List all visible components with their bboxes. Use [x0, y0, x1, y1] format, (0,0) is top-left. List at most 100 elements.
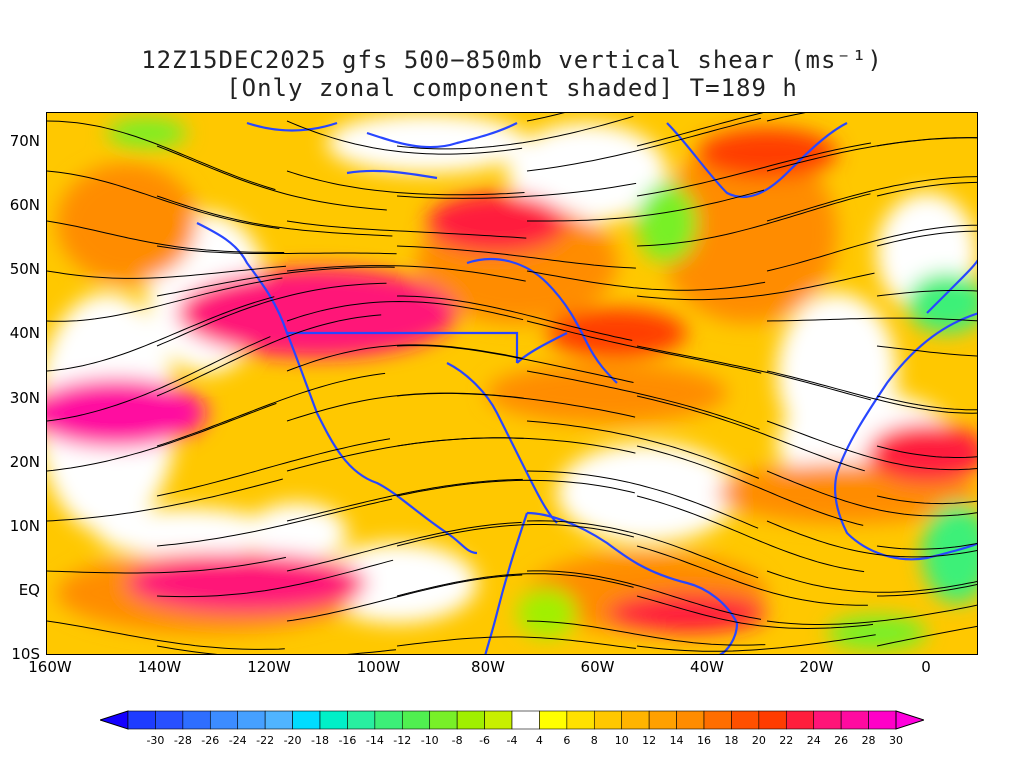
colorbar-label: 12	[642, 734, 657, 747]
streamline	[527, 189, 765, 222]
y-tick-label: 30N	[9, 388, 40, 407]
colorbar-swatch	[456, 710, 485, 730]
colorbar-label: 26	[834, 734, 849, 747]
streamline	[286, 521, 522, 572]
streamline	[876, 495, 977, 505]
streamline	[396, 573, 634, 597]
x-tick-label: 60W	[580, 658, 615, 676]
x-tick-label: 40W	[690, 658, 724, 676]
streamline	[876, 290, 977, 297]
colorbar-label: -6	[479, 734, 491, 747]
colorbar-label: 6	[563, 734, 571, 747]
x-tick-label: 100W	[356, 658, 401, 676]
streamline	[156, 559, 394, 598]
streamline	[156, 314, 382, 397]
colorbar-label: 4	[535, 734, 543, 747]
colorbar-swatch	[401, 710, 431, 730]
streamline	[286, 437, 524, 472]
x-tick-label: 0	[921, 658, 931, 676]
x-tick-label: 160W	[28, 658, 72, 676]
y-tick-label: 50N	[9, 260, 40, 279]
streamline	[47, 556, 286, 574]
colorbar-swatch	[347, 710, 376, 730]
colorbar-swatch	[648, 710, 677, 730]
colorbar-swatch	[484, 710, 513, 730]
streamline	[876, 230, 977, 247]
streamline	[156, 645, 397, 654]
streamline	[47, 220, 285, 253]
streamline	[876, 543, 977, 550]
colorbar-swatch	[319, 710, 348, 730]
streamline	[766, 137, 977, 172]
streamline	[156, 145, 387, 211]
colorbar-swatch	[785, 710, 815, 730]
streamline	[766, 420, 977, 471]
colorbar-swatch	[429, 710, 458, 730]
coastlines	[196, 121, 977, 654]
colorbar-swatch	[868, 710, 897, 730]
streamline	[766, 470, 977, 517]
colorbar-label: 18	[724, 734, 739, 747]
streamline	[526, 520, 759, 579]
streamlines	[47, 113, 977, 654]
streamline	[636, 445, 864, 526]
colorbar-swatch	[209, 710, 239, 730]
colorbar-label: 22	[779, 734, 794, 747]
streamline	[526, 620, 766, 646]
colorbar-label: -14	[365, 734, 384, 747]
y-tick-label: 20N	[9, 452, 40, 471]
colorbar-label: -8	[451, 734, 463, 747]
streamline	[286, 170, 525, 196]
streamline	[396, 344, 634, 383]
streamline	[526, 270, 766, 291]
streamline	[876, 345, 977, 357]
streamline	[636, 113, 764, 147]
colorbar-swatch	[703, 710, 732, 730]
colorbar-swatch	[511, 710, 540, 730]
colorbar-swatch	[155, 710, 184, 730]
streamline	[286, 392, 524, 422]
colorbar-swatch	[264, 710, 293, 730]
colorbar-label: -16	[338, 734, 357, 747]
streamline	[526, 420, 759, 479]
streamline	[156, 372, 386, 447]
streamline	[526, 370, 760, 430]
streamline	[156, 498, 393, 547]
streamline	[766, 520, 977, 558]
streamline	[636, 595, 874, 630]
colorbar-swatch	[182, 710, 211, 730]
y-tick-label: 60N	[9, 196, 40, 215]
streamline	[47, 336, 271, 422]
colorbar-swatch	[566, 710, 595, 730]
streamline	[877, 584, 977, 597]
y-tick-label: 10S	[11, 645, 40, 663]
streamline	[286, 300, 524, 322]
streamline	[876, 181, 977, 197]
streamline	[766, 176, 977, 222]
streamline	[286, 265, 526, 282]
y-tick-label: 40N	[9, 324, 40, 343]
y-tick-label: EQ	[18, 580, 40, 599]
colorbar-min-arrow	[100, 710, 129, 730]
streamline	[766, 570, 977, 593]
colorbar-label: -22	[256, 734, 275, 747]
streamline	[156, 266, 395, 297]
streamline	[47, 277, 283, 322]
streamline	[636, 142, 872, 197]
streamline	[526, 320, 762, 374]
colorbar-label: 20	[751, 734, 766, 747]
streamline	[286, 120, 523, 155]
colorbar-label: -18	[311, 734, 329, 747]
streamline	[286, 344, 523, 372]
streamline	[876, 445, 977, 458]
colorbar-swatch	[237, 710, 266, 730]
colorbar-swatch	[731, 710, 760, 730]
colorbar-max-arrow	[895, 710, 924, 730]
y-tick-label: 70N	[9, 132, 40, 150]
streamline	[766, 370, 977, 414]
streamline	[526, 470, 759, 529]
colorbar-label: -12	[393, 734, 412, 747]
streamline	[636, 545, 868, 606]
colorbar-swatch	[292, 710, 321, 730]
colorbar-label: -26	[201, 734, 220, 747]
